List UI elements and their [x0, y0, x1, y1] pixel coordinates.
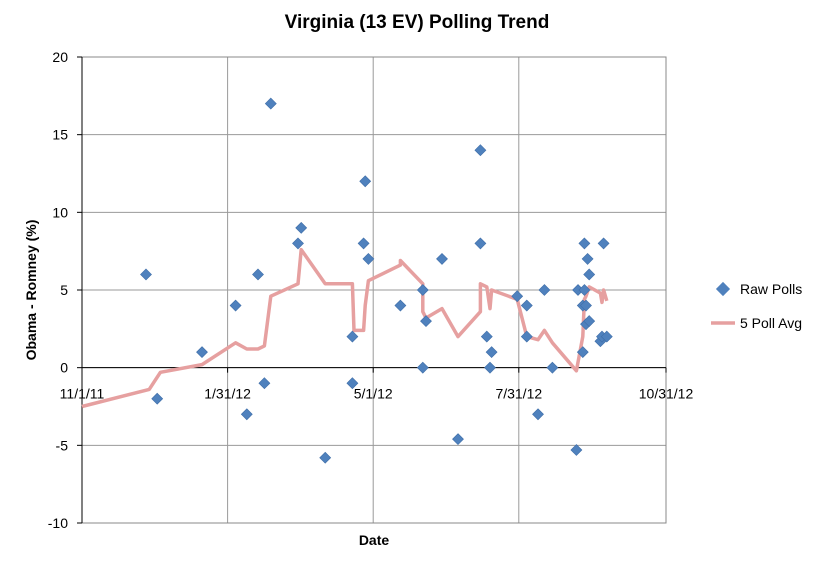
raw-poll-point: [578, 237, 591, 250]
raw-poll-point: [292, 237, 304, 250]
raw-poll-point: [151, 392, 164, 405]
raw-poll-point: [319, 451, 332, 464]
raw-poll-points: [140, 97, 613, 464]
y-tick-label: 15: [52, 127, 68, 143]
raw-poll-point: [295, 221, 308, 234]
raw-poll-point: [346, 330, 359, 343]
x-tick-label: 1/31/12: [204, 386, 251, 402]
legend-raw-polls-label: Raw Polls: [740, 281, 802, 297]
raw-poll-point: [597, 237, 610, 250]
raw-poll-point: [474, 237, 487, 250]
raw-poll-point: [394, 299, 407, 312]
raw-poll-point: [484, 361, 496, 374]
y-tick-label: 20: [52, 49, 68, 65]
raw-poll-point: [580, 299, 592, 312]
average-line-layer: [81, 247, 609, 409]
x-tick-label: 11/1/11: [60, 386, 105, 402]
raw-poll-point: [420, 315, 432, 327]
raw-poll-point: [520, 299, 533, 312]
x-tick-labels: 11/1/11 1/31/12 5/1/12 7/31/12 10/31/12: [60, 367, 694, 402]
raw-poll-point: [258, 377, 271, 390]
raw-poll-point: [576, 346, 589, 359]
raw-poll-point: [436, 253, 448, 265]
raw-poll-point: [520, 330, 533, 343]
raw-poll-point: [581, 253, 594, 265]
raw-poll-point: [583, 315, 596, 327]
x-tick-label: 5/1/12: [354, 386, 393, 402]
raw-poll-point: [578, 284, 591, 296]
raw-poll-point: [474, 144, 487, 157]
raw-poll-point: [600, 330, 613, 343]
x-axis-title: Date: [359, 532, 390, 548]
x-tick-label: 10/31/12: [639, 386, 694, 402]
raw-poll-point: [485, 346, 498, 359]
y-tick-label: -5: [56, 437, 69, 453]
raw-poll-point: [532, 408, 544, 421]
raw-poll-point: [196, 346, 208, 359]
chart-title: Virginia (13 EV) Polling Trend: [285, 12, 550, 33]
raw-poll-point: [570, 444, 583, 456]
raw-poll-point: [140, 268, 152, 281]
legend-avg-label: 5 Poll Avg: [740, 315, 802, 331]
raw-poll-point: [346, 377, 359, 390]
raw-poll-point: [480, 330, 493, 343]
series-line-5-poll-avg: [81, 247, 609, 409]
raw-poll-point: [229, 299, 242, 312]
x-tick-label: 7/31/12: [495, 386, 542, 402]
raw-poll-point: [583, 268, 596, 281]
raw-poll-point: [252, 268, 264, 281]
raw-poll-point: [416, 361, 429, 374]
legend: Raw Polls 5 Poll Avg: [711, 281, 802, 331]
raw-poll-point: [357, 237, 370, 250]
raw-poll-point: [264, 97, 277, 110]
raw-poll-point: [416, 284, 429, 296]
y-tick-label: -10: [48, 515, 68, 531]
raw-poll-point: [240, 408, 253, 421]
y-tick-label: 5: [60, 282, 68, 298]
raw-poll-point: [546, 361, 559, 374]
y-tick-labels: -10 -5 0 5 10 15 20: [48, 49, 82, 531]
y-tick-label: 0: [60, 360, 68, 376]
raw-poll-point: [452, 433, 464, 446]
raw-poll-point: [538, 284, 551, 296]
raw-poll-point: [362, 253, 375, 265]
raw-poll-point: [359, 175, 372, 188]
y-axis-title: Obama - Romney (%): [23, 220, 39, 361]
raw-poll-point: [511, 290, 524, 303]
legend-raw-polls-marker: [715, 281, 731, 297]
y-tick-label: 10: [52, 204, 68, 220]
